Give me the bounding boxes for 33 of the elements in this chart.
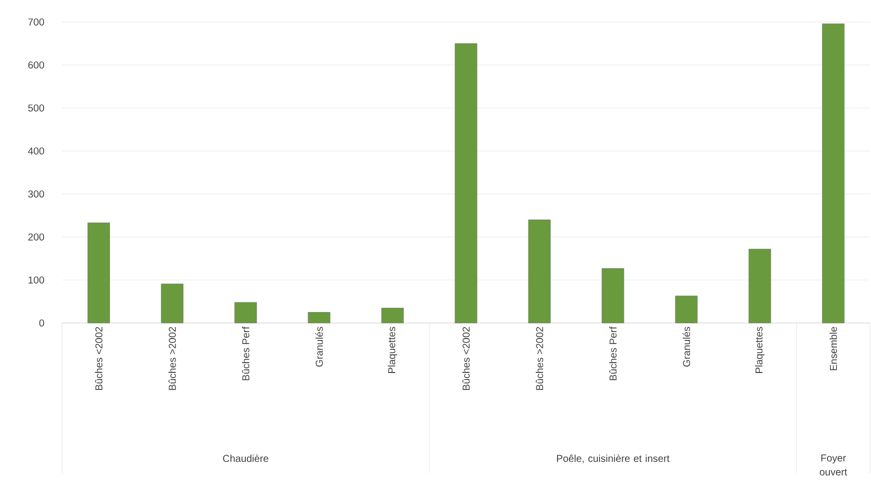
- y-tick-label: 400: [28, 147, 44, 155]
- x-tick-label: Bûches >2002: [536, 327, 544, 390]
- x-tick-label: Bûches <2002: [462, 327, 470, 390]
- x-tick-label: Bûches <2002: [95, 327, 102, 390]
- y-tick-label: 0: [39, 319, 44, 327]
- bar: [161, 284, 184, 324]
- bar: [88, 222, 110, 324]
- y-tick-label: 700: [28, 18, 44, 26]
- text: Poêle, cuisinière et insert: [557, 454, 670, 464]
- bar: [454, 43, 478, 324]
- x-tick-label: Granulés: [315, 326, 323, 367]
- x-tick-label: Granulés: [682, 326, 690, 367]
- bar: [822, 24, 844, 324]
- x-tick-label: Bûches >2002: [168, 327, 176, 390]
- text: Foyer ouvert: [820, 454, 848, 476]
- x-tick-label: Bûches Perf: [609, 326, 617, 380]
- bar: [602, 268, 624, 324]
- y-tick-label: 100: [28, 276, 44, 284]
- y-tick-label: 300: [28, 190, 44, 198]
- bar: [308, 312, 330, 324]
- y-tick-label: 600: [28, 61, 44, 69]
- text: Chaudière: [223, 454, 268, 462]
- x-tick-label: Plaquettes: [388, 326, 398, 373]
- bar: [675, 296, 698, 324]
- x-tick-label: Plaquettes: [755, 326, 764, 373]
- x-tick-label: Bûches Perf: [242, 326, 250, 380]
- bar: [528, 220, 551, 324]
- bar: [381, 308, 404, 324]
- x-tick-label: Ensemble: [830, 326, 837, 370]
- bar: [748, 248, 771, 324]
- bar: [234, 302, 257, 324]
- y-tick-label: 200: [28, 233, 44, 241]
- y-tick-label: 500: [28, 104, 44, 112]
